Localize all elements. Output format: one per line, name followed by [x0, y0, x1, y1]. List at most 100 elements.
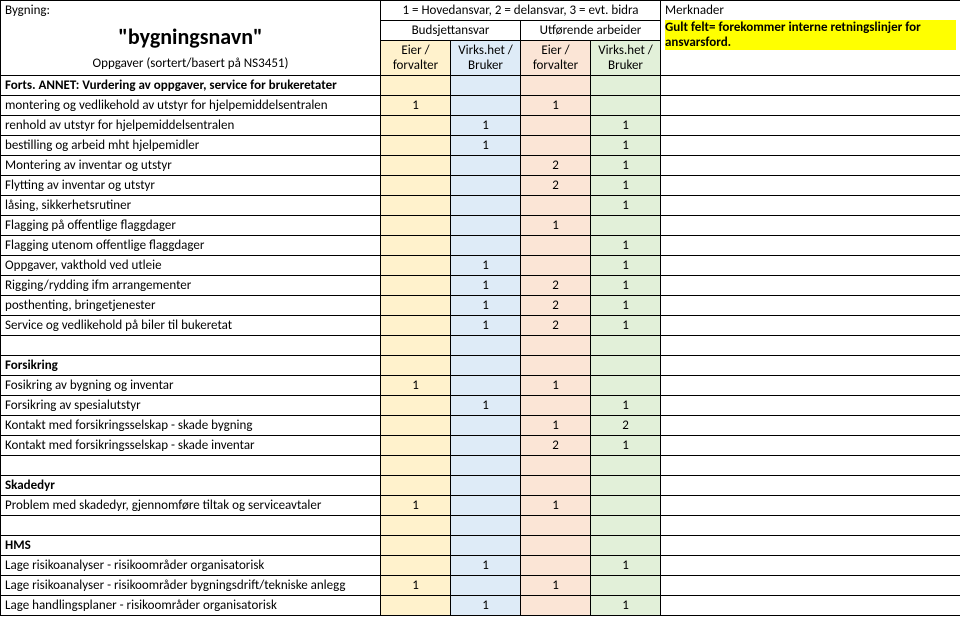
table-row-label: Lage risikoanalyser - risikoområder orga… [1, 556, 381, 576]
cell: 2 [521, 276, 591, 296]
table-row-label: låsing, sikkerhetsrutiner [1, 196, 381, 216]
note-cell [661, 596, 960, 616]
note-cell [661, 136, 960, 156]
cell [381, 156, 451, 176]
cell [381, 396, 451, 416]
cell: 1 [591, 296, 661, 316]
cell: 1 [591, 556, 661, 576]
cell [451, 196, 521, 216]
cell [381, 296, 451, 316]
cell: 1 [451, 296, 521, 316]
section3-title: Skadedyr [1, 476, 381, 496]
col-a-header: Eier / forvalter [381, 41, 451, 76]
note-cell [661, 496, 960, 516]
table-row-label: posthenting, bringetjenester [1, 296, 381, 316]
note-cell [661, 176, 960, 196]
cell [521, 256, 591, 276]
note-cell [661, 376, 960, 396]
cell [381, 556, 451, 576]
cell [451, 496, 521, 516]
cell [381, 596, 451, 616]
cell [591, 96, 661, 116]
col-d-header: Virks.het / Bruker [591, 41, 661, 76]
cell [521, 136, 591, 156]
cell: 1 [381, 96, 451, 116]
note-cell [661, 436, 960, 456]
cell [451, 576, 521, 596]
gultfelt-note: Gult felt= forekommer interne retningsli… [665, 20, 956, 50]
section4-title: HMS [1, 536, 381, 556]
table-row-label: Flytting av inventar og utstyr [1, 176, 381, 196]
cell [381, 276, 451, 296]
table-row-label: bestilling og arbeid mht hjelpemidler [1, 136, 381, 156]
note-cell [661, 196, 960, 216]
cell: 1 [591, 236, 661, 256]
note-cell [661, 576, 960, 596]
cell [591, 496, 661, 516]
cell [451, 156, 521, 176]
cell [381, 196, 451, 216]
table-row-label: Flagging utenom offentlige flaggdager [1, 236, 381, 256]
blank-cell [1, 456, 381, 476]
cell: 1 [591, 156, 661, 176]
legend-text: 1 = Hovedansvar, 2 = delansvar, 3 = evt.… [381, 1, 661, 21]
cell: 1 [521, 416, 591, 436]
bygning-label: Bygning: [1, 1, 381, 21]
cell [381, 256, 451, 276]
cell: 1 [521, 96, 591, 116]
table-row-label: Oppgaver, vakthold ved utleie [1, 256, 381, 276]
cell: 1 [451, 276, 521, 296]
cell: 1 [451, 596, 521, 616]
section1-title: Forts. ANNET: Vurdering av oppgaver, ser… [1, 76, 381, 96]
section2-title: Forsikring [1, 356, 381, 376]
cell: 1 [591, 596, 661, 616]
table-row-label: montering og vedlikehold av utstyr for h… [1, 96, 381, 116]
cell [451, 216, 521, 236]
blank-cell [1, 516, 381, 536]
cell [381, 236, 451, 256]
cell: 1 [521, 216, 591, 236]
col-exec-header: Utførende arbeider [521, 21, 661, 41]
cell: 2 [521, 296, 591, 316]
cell: 1 [591, 116, 661, 136]
cell: 2 [521, 176, 591, 196]
note-cell [661, 216, 960, 236]
note-cell [661, 156, 960, 176]
cell [451, 416, 521, 436]
note-cell [661, 316, 960, 336]
title-cell: "bygningsnavn" Oppgaver (sortert/basert … [1, 21, 381, 76]
cell [381, 136, 451, 156]
cell: 1 [591, 316, 661, 336]
cell: 1 [381, 376, 451, 396]
main-table: Bygning: 1 = Hovedansvar, 2 = delansvar,… [0, 0, 960, 616]
cell: 1 [591, 256, 661, 276]
cell [381, 116, 451, 136]
cell [451, 96, 521, 116]
cell: 1 [381, 496, 451, 516]
note-cell [661, 116, 960, 136]
note-cell [661, 416, 960, 436]
table-row-label: Kontakt med forsikringsselskap - skade b… [1, 416, 381, 436]
cell: 1 [521, 496, 591, 516]
cell: 2 [591, 416, 661, 436]
cell [521, 116, 591, 136]
oppgaver-label: Oppgaver (sortert/basert på NS3451) [5, 56, 376, 71]
cell: 2 [521, 316, 591, 336]
cell: 1 [591, 196, 661, 216]
cell: 1 [451, 136, 521, 156]
cell: 1 [591, 276, 661, 296]
table-row-label: Fosikring av bygning og inventar [1, 376, 381, 396]
cell: 2 [521, 436, 591, 456]
cell [451, 236, 521, 256]
table-row-label: Lage handlingsplaner - risikoområder org… [1, 596, 381, 616]
cell [521, 396, 591, 416]
table-row-label: Lage risikoanalyser - risikoområder bygn… [1, 576, 381, 596]
cell: 1 [451, 396, 521, 416]
table-row-label: Kontakt med forsikringsselskap - skade i… [1, 436, 381, 456]
note-cell [661, 396, 960, 416]
note-cell [661, 296, 960, 316]
table-row-label: renhold av utstyr for hjelpemiddelsentra… [1, 116, 381, 136]
col-budget-header: Budsjettansvar [381, 21, 521, 41]
cell: 1 [521, 376, 591, 396]
cell [381, 436, 451, 456]
